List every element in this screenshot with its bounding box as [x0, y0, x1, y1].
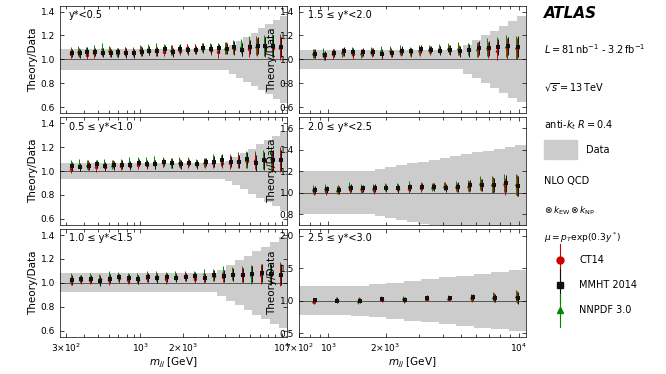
Y-axis label: Theory/Data: Theory/Data [267, 139, 277, 203]
Text: 0.5 ≤ y*<1.0: 0.5 ≤ y*<1.0 [69, 122, 133, 132]
Text: 1.0 ≤ y*<1.5: 1.0 ≤ y*<1.5 [69, 233, 133, 243]
Text: NNPDF 3.0: NNPDF 3.0 [579, 305, 631, 315]
Y-axis label: Theory/Data: Theory/Data [267, 251, 277, 315]
Text: 2.5 ≤ y*<3.0: 2.5 ≤ y*<3.0 [308, 233, 372, 243]
Y-axis label: Theory/Data: Theory/Data [28, 27, 38, 92]
Bar [543, 141, 577, 159]
Text: Data: Data [586, 145, 610, 154]
Y-axis label: Theory/Data: Theory/Data [28, 251, 38, 315]
Text: NLO QCD: NLO QCD [543, 176, 589, 186]
Text: $L=81\,\mathrm{nb}^{-1}$ - $3.2\,\mathrm{fb}^{-1}$: $L=81\,\mathrm{nb}^{-1}$ - $3.2\,\mathrm… [543, 42, 645, 56]
Y-axis label: Theory/Data: Theory/Data [267, 27, 277, 92]
X-axis label: $m_{jj}$ [GeV]: $m_{jj}$ [GeV] [149, 355, 198, 370]
Text: $\sqrt{s}=13\,\mathrm{TeV}$: $\sqrt{s}=13\,\mathrm{TeV}$ [543, 82, 604, 94]
Y-axis label: Theory/Data: Theory/Data [28, 139, 38, 203]
X-axis label: $m_{jj}$ [GeV]: $m_{jj}$ [GeV] [388, 355, 437, 370]
Text: y*<0.5: y*<0.5 [69, 10, 103, 20]
Text: MMHT 2014: MMHT 2014 [579, 280, 637, 290]
Text: anti-$k_t\;R{=}0.4$: anti-$k_t\;R{=}0.4$ [543, 118, 613, 132]
Text: ATLAS: ATLAS [543, 6, 597, 21]
Text: 1.5 ≤ y*<2.0: 1.5 ≤ y*<2.0 [308, 10, 372, 20]
Text: CT14: CT14 [579, 255, 604, 266]
Text: $\otimes\,k_{\mathrm{EW}}\otimes k_{\mathrm{NP}}$: $\otimes\,k_{\mathrm{EW}}\otimes k_{\mat… [543, 204, 595, 217]
Text: 2.0 ≤ y*<2.5: 2.0 ≤ y*<2.5 [308, 122, 372, 132]
Text: $\mu=p_T\exp(0.3y^*)$: $\mu=p_T\exp(0.3y^*)$ [543, 231, 621, 245]
